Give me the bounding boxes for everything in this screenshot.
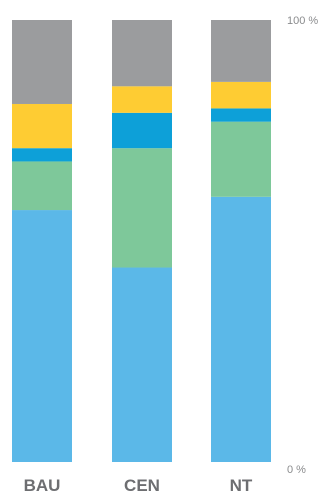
y-axis-labels: 0 % 100 % — [287, 15, 318, 476]
bar-segment-nt-2 — [211, 108, 271, 122]
x-axis-labels: BAU CEN NT — [24, 476, 253, 495]
bar-segment-cen-1 — [112, 148, 172, 268]
bar-segment-nt-0 — [211, 196, 271, 463]
bar-segment-bau-0 — [12, 210, 72, 462]
bar-segment-bau-1 — [12, 161, 72, 211]
bar-segment-cen-4 — [112, 20, 172, 87]
y-tick-label-100: 100 % — [287, 15, 318, 27]
bar-segment-nt-3 — [211, 81, 271, 109]
bar-segment-bau-3 — [12, 103, 72, 149]
bar-segment-bau-4 — [12, 20, 72, 104]
bar-segment-cen-0 — [112, 267, 172, 462]
x-tick-label-nt: NT — [230, 476, 253, 495]
y-tick-label-0: 0 % — [287, 464, 306, 476]
bar-segment-nt-1 — [211, 121, 271, 197]
bar-segment-bau-2 — [12, 148, 72, 162]
bar-segment-cen-3 — [112, 86, 172, 113]
x-tick-label-cen: CEN — [124, 476, 160, 495]
x-tick-label-bau: BAU — [24, 476, 61, 495]
bars-layer — [12, 20, 271, 463]
bar-segment-nt-4 — [211, 20, 271, 82]
bar-segment-cen-2 — [112, 112, 172, 149]
